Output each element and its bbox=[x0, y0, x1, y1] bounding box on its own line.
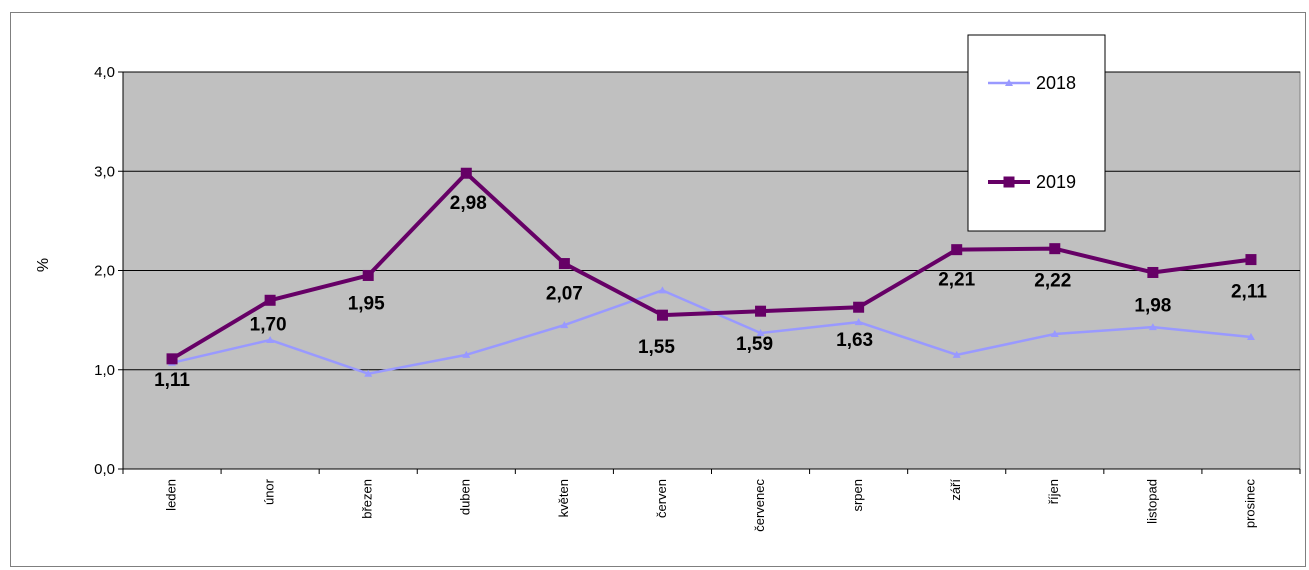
x-tick-label: září bbox=[948, 479, 963, 501]
series-2019-line bbox=[171, 171, 1252, 361]
series-2019-point bbox=[558, 258, 570, 270]
x-tick-label: březen bbox=[360, 479, 375, 519]
series-2018-point bbox=[560, 321, 569, 329]
x-tick-label: květen bbox=[556, 479, 571, 517]
x-tick-label: únor bbox=[262, 478, 277, 505]
series-2019-point bbox=[1245, 254, 1257, 266]
series-2019-point bbox=[755, 305, 767, 317]
legend-2018-marker bbox=[1005, 79, 1013, 86]
series-2019-point bbox=[264, 294, 276, 306]
data-label-2019: 1,63 bbox=[836, 330, 873, 351]
data-label-2019: 1,55 bbox=[638, 337, 675, 358]
x-tick-label: prosinec bbox=[1242, 479, 1257, 529]
y-tick-label: 3,0 bbox=[94, 163, 115, 180]
data-label-2019: 1,11 bbox=[154, 370, 190, 391]
series-2019-point bbox=[362, 269, 374, 281]
data-label-2019: 2,98 bbox=[450, 193, 487, 214]
series-2018-point bbox=[756, 329, 765, 337]
series-2018-point bbox=[854, 318, 863, 326]
x-tick-label: červenec bbox=[752, 479, 767, 532]
y-axis-label: % bbox=[35, 258, 52, 272]
series-2018-point bbox=[658, 286, 667, 294]
y-tick-label: 0,0 bbox=[94, 461, 115, 478]
x-tick-label: listopad bbox=[1144, 479, 1159, 524]
series-2018-point bbox=[1148, 323, 1157, 331]
legend-2019-label: 2019 bbox=[1036, 172, 1076, 192]
series-2019-point bbox=[1049, 243, 1061, 255]
data-label-2019: 1,59 bbox=[736, 334, 773, 355]
y-tick-label: 4,0 bbox=[94, 64, 115, 81]
series-2018-point bbox=[1050, 330, 1059, 338]
data-label-2019: 2,21 bbox=[938, 270, 975, 291]
series-2019-point bbox=[853, 301, 865, 313]
series-2019-point bbox=[656, 309, 668, 321]
x-tick-label: červen bbox=[654, 479, 669, 518]
data-label-2019: 1,70 bbox=[250, 314, 287, 335]
y-tick-label: 1,0 bbox=[94, 362, 115, 379]
x-tick-label: srpen bbox=[850, 479, 865, 512]
legend-2019-marker bbox=[1003, 176, 1015, 188]
data-label-2019: 2,07 bbox=[546, 284, 583, 305]
series-2018-point bbox=[952, 350, 961, 358]
series-2018-point bbox=[1246, 332, 1255, 340]
data-label-2019: 2,22 bbox=[1034, 271, 1071, 292]
series-2019-point bbox=[951, 244, 963, 256]
legend-box bbox=[967, 34, 1106, 232]
x-tick-label: duben bbox=[458, 479, 473, 515]
series-2018-point bbox=[364, 369, 373, 377]
data-label-2019: 2,11 bbox=[1231, 282, 1267, 303]
data-label-2019: 1,98 bbox=[1134, 295, 1171, 316]
x-tick-label: leden bbox=[163, 479, 178, 511]
series-2019-point bbox=[1147, 266, 1159, 278]
legend-2018-label: 2018 bbox=[1036, 73, 1076, 93]
series-2019-point bbox=[166, 353, 178, 365]
data-label-2019: 1,95 bbox=[348, 293, 385, 314]
y-tick-label: 2,0 bbox=[94, 263, 115, 280]
series-2018-point bbox=[462, 350, 471, 358]
x-tick-label: říjen bbox=[1046, 479, 1061, 504]
series-2018-point bbox=[266, 335, 275, 343]
series-2019-point bbox=[460, 167, 472, 179]
